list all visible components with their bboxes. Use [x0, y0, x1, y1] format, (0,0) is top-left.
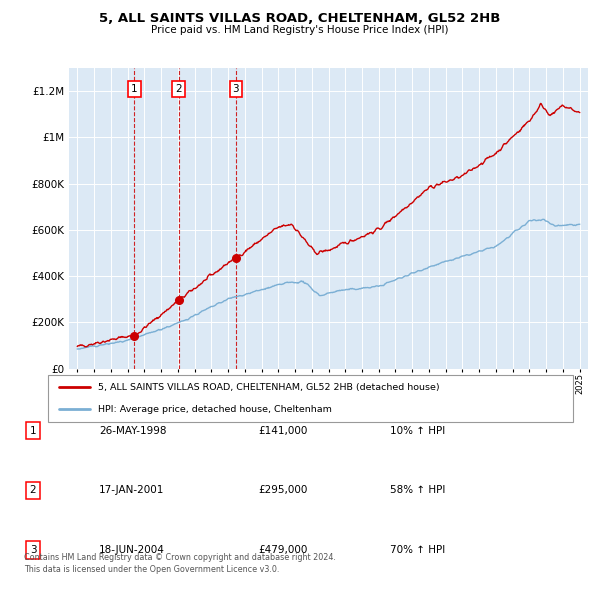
Text: 17-JAN-2001: 17-JAN-2001: [99, 486, 164, 495]
Text: £479,000: £479,000: [258, 545, 307, 555]
Text: 3: 3: [233, 84, 239, 94]
Text: 2: 2: [175, 84, 182, 94]
Text: HPI: Average price, detached house, Cheltenham: HPI: Average price, detached house, Chel…: [98, 405, 332, 414]
Text: 70% ↑ HPI: 70% ↑ HPI: [390, 545, 445, 555]
Text: 1: 1: [29, 426, 37, 435]
Text: 58% ↑ HPI: 58% ↑ HPI: [390, 486, 445, 495]
FancyBboxPatch shape: [48, 375, 573, 422]
Text: 10% ↑ HPI: 10% ↑ HPI: [390, 426, 445, 435]
Text: 2: 2: [29, 486, 37, 495]
Text: 3: 3: [29, 545, 37, 555]
Text: Contains HM Land Registry data © Crown copyright and database right 2024.: Contains HM Land Registry data © Crown c…: [24, 553, 336, 562]
Text: This data is licensed under the Open Government Licence v3.0.: This data is licensed under the Open Gov…: [24, 565, 280, 574]
Text: £295,000: £295,000: [258, 486, 307, 495]
Text: 5, ALL SAINTS VILLAS ROAD, CHELTENHAM, GL52 2HB (detached house): 5, ALL SAINTS VILLAS ROAD, CHELTENHAM, G…: [98, 383, 439, 392]
Text: £141,000: £141,000: [258, 426, 307, 435]
Text: 18-JUN-2004: 18-JUN-2004: [99, 545, 165, 555]
Text: Price paid vs. HM Land Registry's House Price Index (HPI): Price paid vs. HM Land Registry's House …: [151, 25, 449, 35]
Text: 1: 1: [131, 84, 137, 94]
Text: 5, ALL SAINTS VILLAS ROAD, CHELTENHAM, GL52 2HB: 5, ALL SAINTS VILLAS ROAD, CHELTENHAM, G…: [100, 12, 500, 25]
Text: 26-MAY-1998: 26-MAY-1998: [99, 426, 167, 435]
